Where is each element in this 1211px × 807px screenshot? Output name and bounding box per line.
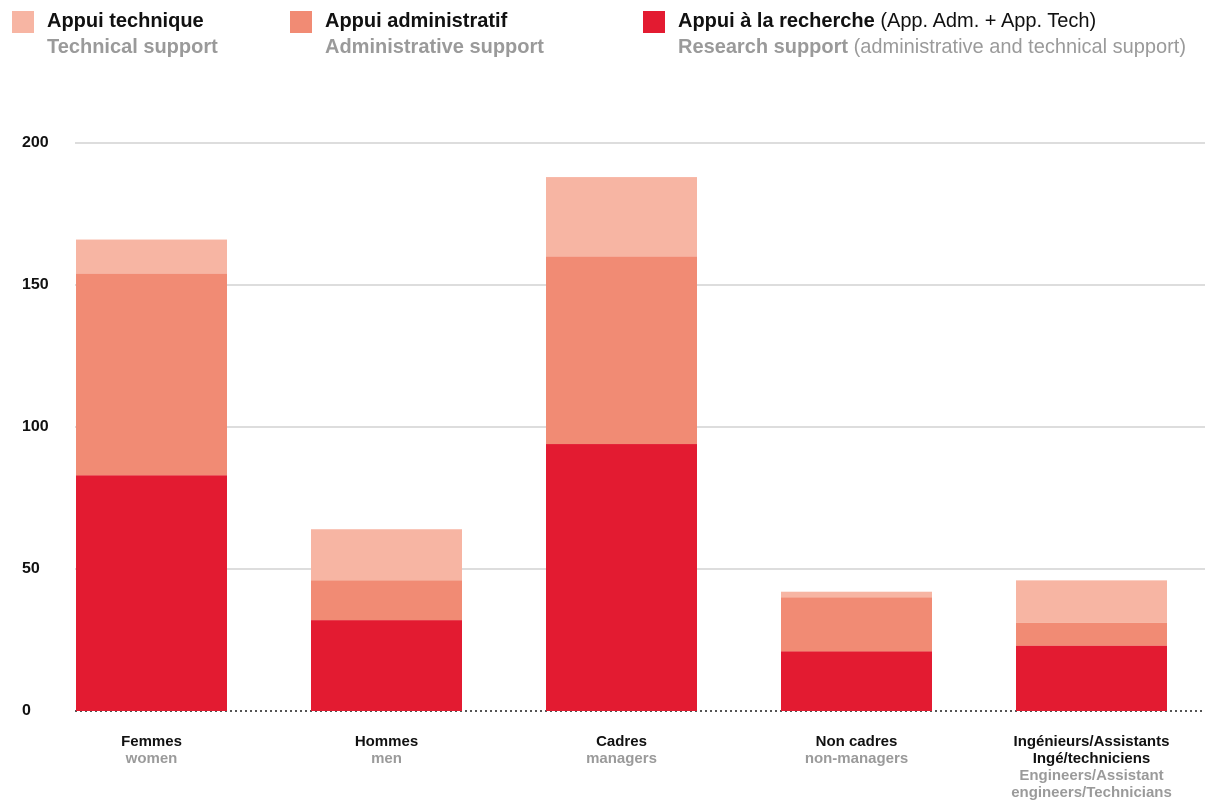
bar-segment <box>1016 645 1167 711</box>
legend-detail: (App. Adm. + App. Tech) <box>880 10 1097 32</box>
legend-swatch <box>643 11 665 33</box>
bar-segment <box>781 591 932 598</box>
legend-name-en: Research support <box>678 36 849 58</box>
bar-segment <box>1016 622 1167 646</box>
bar-segment <box>781 651 932 711</box>
bar-segment <box>1016 580 1167 623</box>
category-label: Ingénieurs/Assistants Ingé/techniciens <box>1013 733 1170 767</box>
legend-detail-en: (administrative and technical support) <box>853 36 1187 58</box>
bar-segment <box>76 273 227 476</box>
legend-label: Appui technique <box>12 8 282 34</box>
x-tick-label: Femmes women <box>52 733 252 767</box>
legend-swatch <box>12 11 34 33</box>
legend-label-en: Research support (administrative and tec… <box>643 34 1203 60</box>
legend-item: Appui technique Technical support <box>12 8 282 60</box>
legend-item: Appui administratif Administrative suppor… <box>290 8 560 60</box>
category-label-en: Engineers/Assistant engineers/Technician… <box>1011 767 1172 801</box>
legend-name: Appui administratif <box>325 10 508 32</box>
bar-segment <box>546 444 697 711</box>
x-tick-label: Ingénieurs/Assistants Ingé/techniciens En… <box>992 733 1192 801</box>
y-tick-label: 50 <box>22 560 40 577</box>
bar-segment <box>76 475 227 711</box>
legend-label: Appui à la recherche (App. Adm. + App. T… <box>643 8 1203 34</box>
y-tick-label: 150 <box>22 276 49 293</box>
bar-segment <box>311 529 462 581</box>
x-tick-label: Cadres managers <box>522 733 722 767</box>
y-tick-label: 100 <box>22 418 49 435</box>
y-tick-label: 0 <box>22 702 31 719</box>
bar-segment <box>311 620 462 711</box>
bar-segment <box>311 580 462 621</box>
category-label-en: women <box>125 750 178 767</box>
legend-label-en: Technical support <box>12 34 282 60</box>
category-label: Hommes <box>354 733 419 750</box>
category-label-en: men <box>371 750 402 767</box>
category-label: Femmes <box>121 733 182 750</box>
bar-segment <box>546 177 697 257</box>
bar-segment <box>781 597 932 652</box>
legend-name: Appui à la recherche <box>678 10 875 32</box>
legend-item: Appui à la recherche (App. Adm. + App. T… <box>643 8 1203 60</box>
legend-name-en: Administrative support <box>325 36 544 58</box>
category-label: Cadres <box>596 733 647 750</box>
x-tick-label: Non cadres non-managers <box>757 733 957 767</box>
y-tick-label: 200 <box>22 134 49 151</box>
bar-segment <box>76 239 227 274</box>
legend-label-en: Administrative support <box>290 34 560 60</box>
legend-label: Appui administratif <box>290 8 560 34</box>
legend-name: Appui technique <box>47 10 204 32</box>
x-tick-label: Hommes men <box>287 733 487 767</box>
bar-segment <box>546 256 697 445</box>
category-label: Non cadres <box>815 733 898 750</box>
category-label-en: managers <box>586 750 657 767</box>
legend-name-en: Technical support <box>47 36 218 58</box>
category-label-en: non-managers <box>804 750 909 767</box>
legend-swatch <box>290 11 312 33</box>
